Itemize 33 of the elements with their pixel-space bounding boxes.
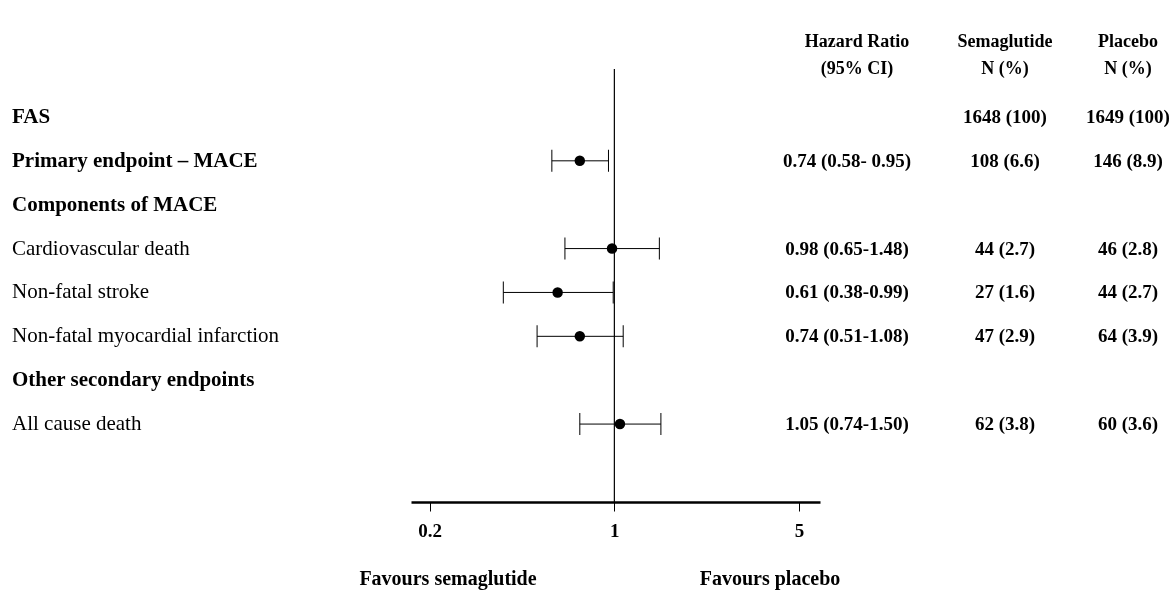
text: 47 (2.9) [974,325,1036,348]
data-label: 1.05 (0.74-1.50) [785,413,909,436]
text: 146 (8.9) [1093,149,1163,172]
y-tick-label: Non-fatal myocardial infarction [12,323,280,348]
y-tick-label: Components of MACE [12,191,218,216]
text: Semaglutide N (%) [957,31,1053,79]
text: 60 (3.6) [1097,413,1159,436]
data-label: 0.74 (0.51-1.08) [785,325,909,348]
y-tick-label: Non-fatal stroke [12,279,150,304]
y-tick-label: FAS [12,103,51,128]
text: Favours placebo [699,567,841,590]
y-tick-label: Cardiovascular death [12,235,191,260]
y-tick-label: All cause death [12,411,142,436]
x-tick-label: 1 [610,519,620,541]
text: 46 (2.8) [1097,237,1159,260]
text: 44 (2.7) [974,237,1036,260]
text: 44 (2.7) [1097,281,1159,304]
text: Hazard Ratio (95% CI) [804,31,910,79]
x-tick-label: 5 [794,519,805,541]
text: 1648 (100) [963,105,1047,128]
text: 62 (3.8) [974,413,1036,436]
text: 108 (6.6) [970,149,1040,172]
text: Placebo N (%) [1098,31,1158,79]
data-label: 0.74 (0.58- 0.95) [782,149,912,172]
data-label: 0.61 (0.38-0.99) [785,281,909,304]
y-tick-label: Primary endpoint – MACE [12,147,258,172]
text: 1649 (100) [1086,105,1170,128]
text: 64 (3.9) [1097,325,1159,348]
y-tick-label: Other secondary endpoints [12,367,255,392]
text: Favours semaglutide [359,567,537,590]
text: 27 (1.6) [974,281,1036,304]
x-tick-label: 0.2 [418,519,443,541]
data-label: 0.98 (0.65-1.48) [785,237,909,260]
